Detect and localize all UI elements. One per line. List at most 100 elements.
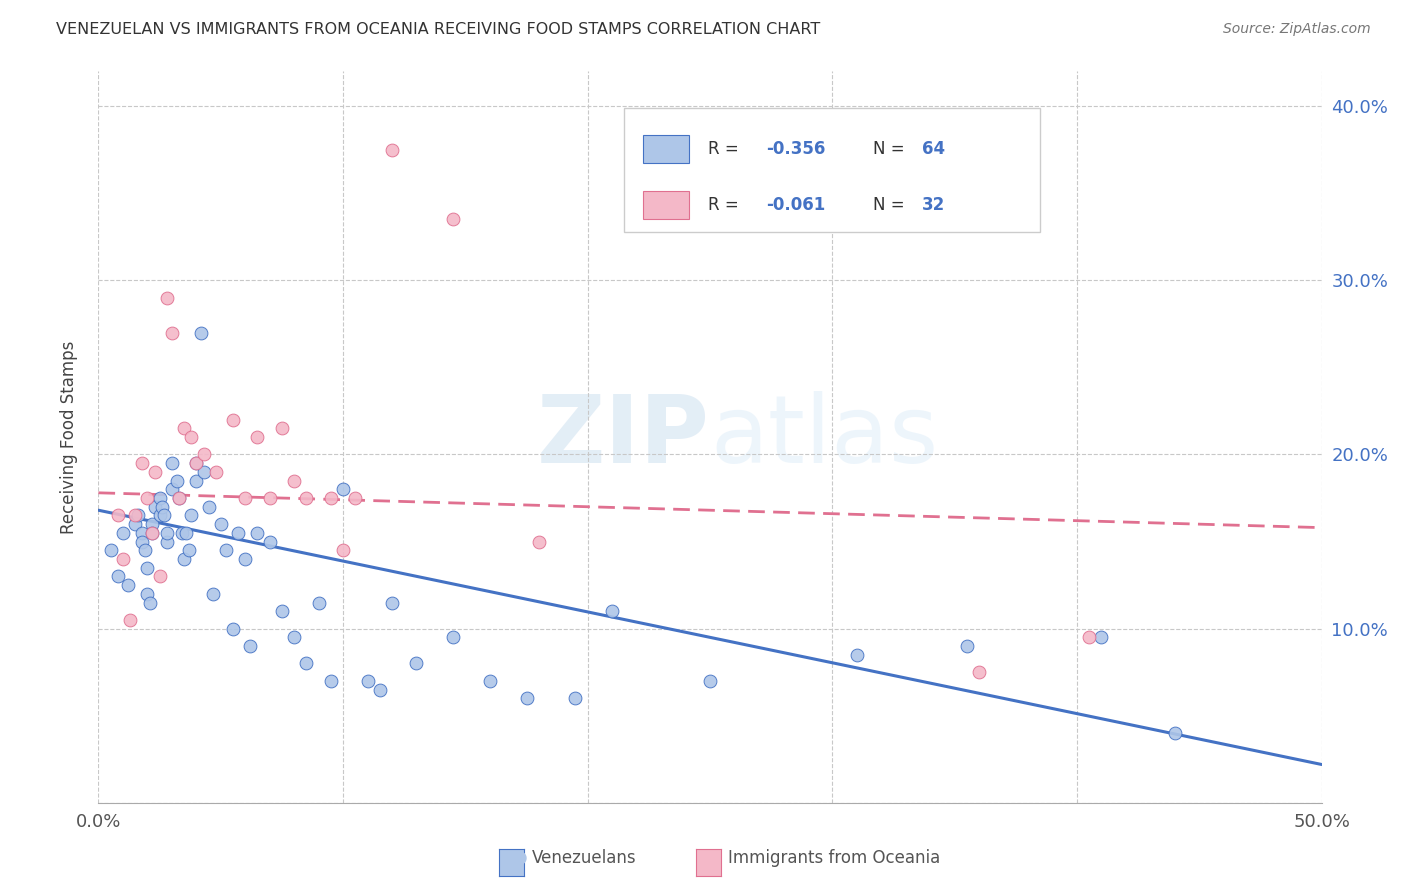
Point	[141, 525, 163, 540]
Point	[153, 508, 176, 523]
Point	[295, 657, 318, 671]
Text: -0.356: -0.356	[766, 140, 825, 158]
Point	[1164, 726, 1187, 740]
Point	[564, 691, 586, 706]
Point	[381, 143, 404, 157]
Text: Immigrants from Oceania: Immigrants from Oceania	[728, 849, 941, 867]
Point	[190, 326, 212, 340]
Point	[226, 525, 249, 540]
Point	[295, 491, 318, 505]
Point	[127, 508, 149, 523]
Point	[205, 465, 228, 479]
Point	[441, 212, 464, 227]
Point	[160, 456, 183, 470]
Point	[246, 525, 269, 540]
Y-axis label: Receiving Food Stamps: Receiving Food Stamps	[59, 341, 77, 533]
Point	[186, 474, 208, 488]
Text: ZIP: ZIP	[537, 391, 710, 483]
Point	[186, 456, 208, 470]
Point	[170, 525, 193, 540]
Point	[222, 622, 245, 636]
Point	[173, 552, 195, 566]
Point	[259, 534, 281, 549]
Point	[141, 525, 163, 540]
Point	[356, 673, 378, 688]
Point	[136, 491, 159, 505]
Point	[283, 474, 305, 488]
Text: Source: ZipAtlas.com: Source: ZipAtlas.com	[1223, 22, 1371, 37]
Point	[956, 639, 979, 653]
Point	[149, 569, 172, 583]
Point	[143, 500, 166, 514]
Point	[222, 412, 245, 426]
Point	[319, 491, 342, 505]
Point	[156, 534, 179, 549]
Point	[344, 491, 367, 505]
Text: N =: N =	[873, 140, 910, 158]
Point	[134, 543, 156, 558]
Point	[111, 525, 134, 540]
Point	[149, 491, 172, 505]
Point	[233, 552, 256, 566]
Point	[197, 500, 219, 514]
Point	[441, 631, 464, 645]
Point	[139, 595, 162, 609]
Point	[368, 682, 391, 697]
Point	[186, 456, 208, 470]
Point	[124, 517, 146, 532]
Point	[202, 587, 225, 601]
Point	[166, 474, 188, 488]
Point	[107, 508, 129, 523]
Text: 64: 64	[922, 140, 945, 158]
Point	[141, 517, 163, 532]
Text: ●: ●	[512, 849, 529, 867]
Point	[283, 631, 305, 645]
Point	[209, 517, 232, 532]
Point	[967, 665, 990, 680]
Point	[180, 430, 202, 444]
Point	[270, 604, 294, 618]
Text: R =: R =	[707, 196, 744, 214]
Point	[381, 595, 404, 609]
Text: N =: N =	[873, 196, 910, 214]
Point	[160, 326, 183, 340]
Point	[136, 587, 159, 601]
Point	[167, 491, 190, 505]
Text: atlas: atlas	[710, 391, 938, 483]
Point	[136, 560, 159, 574]
Point	[246, 430, 269, 444]
Point	[478, 673, 501, 688]
Point	[1090, 631, 1112, 645]
Point	[214, 543, 236, 558]
Point	[131, 456, 153, 470]
Point	[120, 613, 142, 627]
Point	[270, 421, 294, 435]
Text: 32: 32	[922, 196, 945, 214]
Point	[117, 578, 139, 592]
Point	[150, 500, 173, 514]
Point	[259, 491, 281, 505]
Point	[193, 465, 215, 479]
Point	[167, 491, 190, 505]
Point	[600, 604, 623, 618]
FancyBboxPatch shape	[624, 108, 1040, 232]
Point	[131, 534, 153, 549]
Point	[308, 595, 330, 609]
Point	[239, 639, 262, 653]
Point	[180, 508, 202, 523]
Point	[332, 543, 354, 558]
Point	[100, 543, 122, 558]
Point	[193, 448, 215, 462]
Point	[160, 483, 183, 497]
Point	[845, 648, 868, 662]
Point	[143, 465, 166, 479]
Point	[111, 552, 134, 566]
Point	[515, 691, 537, 706]
Point	[527, 534, 550, 549]
Point	[233, 491, 256, 505]
Text: VENEZUELAN VS IMMIGRANTS FROM OCEANIA RECEIVING FOOD STAMPS CORRELATION CHART: VENEZUELAN VS IMMIGRANTS FROM OCEANIA RE…	[56, 22, 821, 37]
Point	[131, 525, 153, 540]
Point	[156, 525, 179, 540]
Point	[156, 291, 179, 305]
FancyBboxPatch shape	[643, 191, 689, 219]
